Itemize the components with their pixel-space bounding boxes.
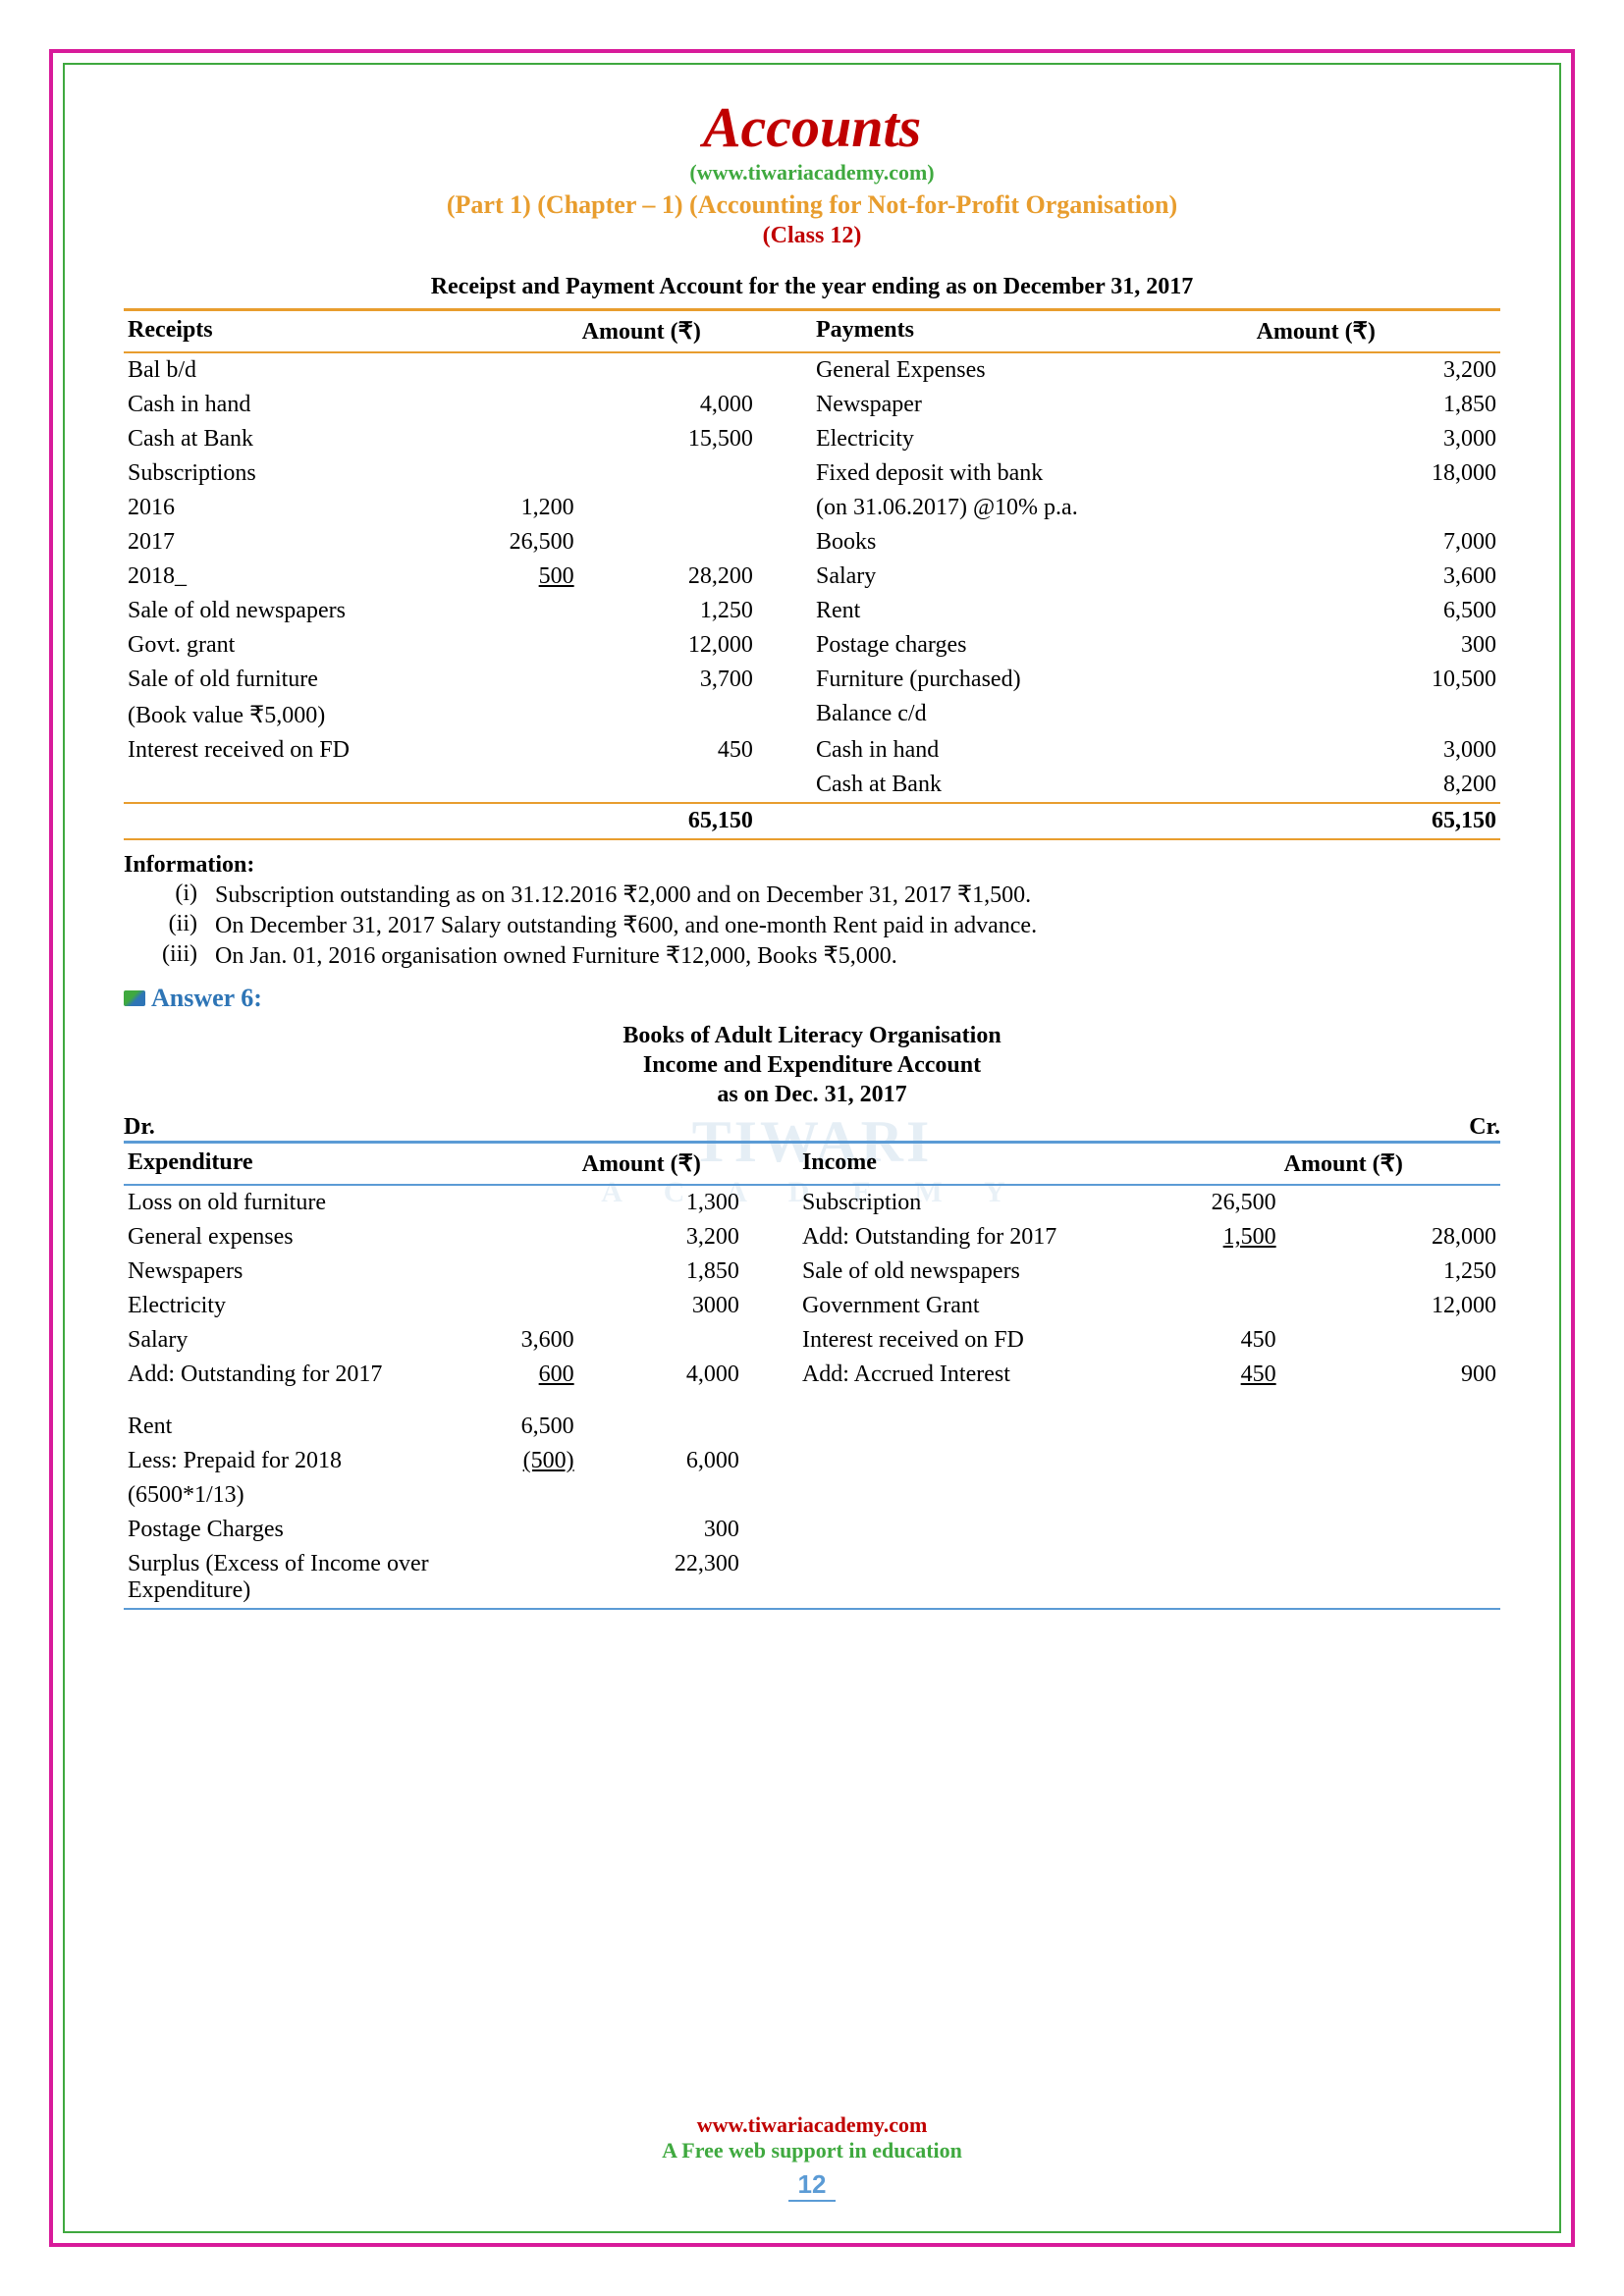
table-row: Surplus (Excess of Income over Expenditu…	[124, 1547, 1500, 1609]
table-row: Cash in hand4,000Newspaper1,850	[124, 388, 1500, 422]
t2-h2: Income and Expenditure Account	[124, 1052, 1500, 1079]
table-row: Less: Prepaid for 2018(500)6,000	[124, 1444, 1500, 1478]
income-expenditure-table: Expenditure Amount (₹) Income Amount (₹)…	[124, 1141, 1500, 1610]
table-row: 201726,500Books7,000	[124, 525, 1500, 560]
main-title: Accounts	[124, 94, 1500, 160]
table2-header: Books of Adult Literacy Organisation Inc…	[124, 1023, 1500, 1108]
table-row: Electricity3000Government Grant12,000	[124, 1289, 1500, 1323]
table-row: Postage Charges300	[124, 1513, 1500, 1547]
t2-h3: as on Dec. 31, 2017	[124, 1082, 1500, 1108]
th-receipts: Receipts	[124, 310, 440, 353]
info-list: (i)Subscription outstanding as on 31.12.…	[124, 881, 1500, 970]
th-inc-amt: Amount (₹)	[1280, 1143, 1500, 1186]
table-row: SubscriptionsFixed deposit with bank18,0…	[124, 456, 1500, 491]
information-block: Information: (i)Subscription outstanding…	[124, 852, 1500, 970]
info-item: (i)Subscription outstanding as on 31.12.…	[143, 881, 1500, 909]
table-row: Rent6,500	[124, 1410, 1500, 1444]
inner-border: TIWARIA C A D E M Y Accounts (www.tiwari…	[63, 63, 1561, 2233]
table-row: Sale of old furniture3,700Furniture (pur…	[124, 663, 1500, 697]
header-link: (www.tiwariacademy.com)	[124, 160, 1500, 186]
table-row: General expenses3,200Add: Outstanding fo…	[124, 1220, 1500, 1255]
th-exp: Expenditure	[124, 1143, 454, 1186]
page-header: Accounts (www.tiwariacademy.com) (Part 1…	[124, 94, 1500, 249]
page-footer: www.tiwariacademy.com A Free web support…	[65, 2112, 1559, 2202]
th-sub	[440, 310, 577, 353]
header-class: (Class 12)	[124, 223, 1500, 249]
table-row	[124, 1392, 1500, 1410]
total-row: 65,15065,150	[124, 803, 1500, 839]
receipts-payments-table: Receipts Amount (₹) Payments Amount (₹) …	[124, 308, 1500, 840]
table-row: Cash at Bank8,200	[124, 768, 1500, 803]
dr-cr-row: Dr. Cr.	[124, 1114, 1500, 1141]
page-number: 12	[788, 2169, 837, 2202]
table-row: Sale of old newspapers1,250Rent6,500	[124, 594, 1500, 628]
table-row: Bal b/dGeneral Expenses3,200	[124, 352, 1500, 388]
page-content: Accounts (www.tiwariacademy.com) (Part 1…	[124, 94, 1500, 1610]
table-row: Loss on old furniture1,300Subscription26…	[124, 1185, 1500, 1220]
t2-h1: Books of Adult Literacy Organisation	[124, 1023, 1500, 1049]
table-row: Govt. grant12,000Postage charges300	[124, 628, 1500, 663]
table-row: (6500*1/13)	[124, 1478, 1500, 1513]
th-payments: Payments	[812, 310, 1253, 353]
cr-label: Cr.	[1469, 1114, 1500, 1141]
outer-border: TIWARIA C A D E M Y Accounts (www.tiwari…	[49, 49, 1575, 2247]
th-inc: Income	[798, 1143, 1128, 1186]
table-row: Interest received on FD450Cash in hand3,…	[124, 733, 1500, 768]
info-item: (ii)On December 31, 2017 Salary outstand…	[143, 911, 1500, 939]
table-row: Cash at Bank15,500Electricity3,000	[124, 422, 1500, 456]
info-item: (iii)On Jan. 01, 2016 organisation owned…	[143, 941, 1500, 970]
footer-tag: A Free web support in education	[65, 2138, 1559, 2163]
th-amount2: Amount (₹)	[1253, 310, 1500, 353]
answer-label: Answer 6:	[124, 984, 1500, 1013]
footer-link: www.tiwariacademy.com	[65, 2112, 1559, 2138]
table-row: 2018_50028,200Salary3,600	[124, 560, 1500, 594]
dr-label: Dr.	[124, 1114, 155, 1141]
table-row: Salary3,600Interest received on FD450	[124, 1323, 1500, 1358]
table-row: Newspapers1,850Sale of old newspapers1,2…	[124, 1255, 1500, 1289]
table-row: (Book value ₹5,000)Balance c/d	[124, 697, 1500, 733]
header-chapter: (Part 1) (Chapter – 1) (Accounting for N…	[124, 190, 1500, 220]
table1-title: Receipst and Payment Account for the yea…	[124, 274, 1500, 300]
th-amount: Amount (₹)	[578, 310, 757, 353]
th-exp-amt: Amount (₹)	[578, 1143, 743, 1186]
info-title: Information:	[124, 852, 1500, 879]
table-row: 20161,200(on 31.06.2017) @10% p.a.	[124, 491, 1500, 525]
table-row: Add: Outstanding for 20176004,000Add: Ac…	[124, 1358, 1500, 1392]
